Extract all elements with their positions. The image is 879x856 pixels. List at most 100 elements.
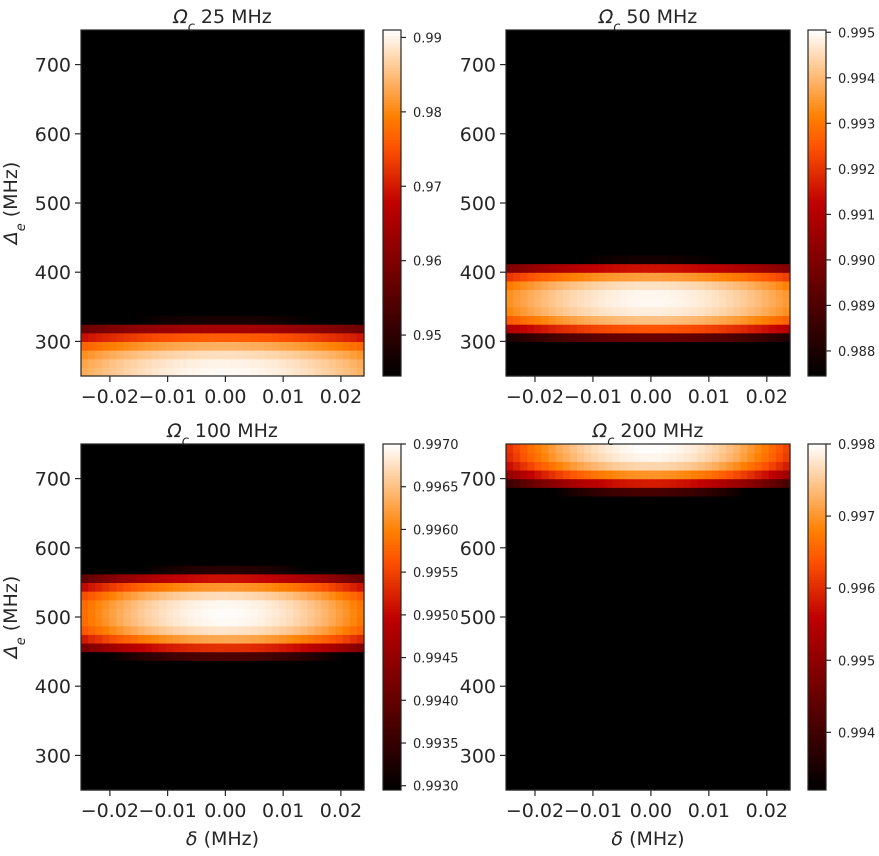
heatmap-cell [619, 151, 628, 161]
heatmap-cell [187, 608, 195, 618]
heatmap-cell [307, 194, 316, 204]
heatmap-cell [513, 324, 521, 334]
heatmap-cell [88, 642, 96, 653]
heatmap-cell [158, 530, 167, 540]
heatmap-cell [194, 30, 202, 40]
heatmap-cell [264, 133, 273, 144]
heatmap-cell [626, 125, 635, 135]
heatmap-cell [279, 341, 287, 351]
heatmap-cell [81, 642, 89, 653]
heatmap-cell [88, 738, 96, 748]
heatmap-cell [768, 168, 777, 178]
heatmap-cell [172, 151, 181, 161]
heatmap-cell [243, 729, 252, 739]
heatmap-cell [321, 746, 330, 756]
heatmap-cell [81, 168, 89, 178]
heatmap-cell [109, 358, 117, 368]
heatmap-cell [130, 185, 139, 195]
heatmap-cell [144, 246, 153, 256]
heatmap-cell [349, 81, 358, 92]
heatmap-cell [165, 617, 174, 627]
heatmap-cell [591, 185, 599, 195]
heatmap-cell [690, 142, 699, 152]
x-tick-label: −0.02 [81, 386, 139, 408]
heatmap-cell [158, 280, 167, 291]
heatmap-cell [605, 99, 614, 109]
heatmap-cell [187, 306, 195, 317]
heatmap-cell [555, 246, 564, 256]
heatmap-cell [584, 332, 592, 342]
heatmap-cell [180, 686, 188, 696]
heatmap-cell [236, 142, 245, 152]
colorbar-segment [383, 272, 401, 276]
heatmap-cell [619, 254, 628, 265]
heatmap-cell [704, 90, 713, 100]
heatmap-cell [321, 73, 330, 83]
heatmap-cell [626, 220, 635, 230]
heatmap-cell [747, 315, 756, 325]
heatmap-cell [187, 64, 195, 74]
heatmap-cell [201, 617, 209, 627]
heatmap-cell [272, 539, 280, 549]
colorbar-segment [383, 289, 401, 293]
heatmap-cell [726, 194, 734, 204]
heatmap-cell [726, 81, 734, 92]
heatmap-cell [95, 746, 103, 756]
heatmap-cell [349, 142, 358, 152]
heatmap-cell [655, 350, 663, 360]
heatmap-cell [187, 203, 195, 213]
heatmap-cell [293, 504, 301, 514]
heatmap-cell [158, 495, 167, 506]
heatmap-cell [733, 30, 741, 40]
heatmap-cell [342, 324, 351, 334]
colorbar-segment [383, 81, 401, 86]
heatmap-cell [264, 565, 273, 575]
heatmap-cell [222, 513, 231, 523]
heatmap-cell [768, 81, 777, 92]
heatmap-cell [194, 746, 202, 756]
heatmap-cell [605, 30, 614, 40]
heatmap-cell [719, 324, 727, 334]
heatmap-cell [158, 177, 167, 187]
heatmap-cell [109, 211, 117, 221]
heatmap-cell [648, 315, 656, 325]
heatmap-cell [569, 38, 578, 48]
heatmap-cell [180, 556, 188, 566]
heatmap-cell [243, 642, 252, 653]
heatmap-cell [243, 582, 252, 592]
heatmap-cell [300, 142, 308, 152]
heatmap-cell [81, 254, 89, 265]
heatmap-cell [697, 142, 706, 152]
heatmap-cell [619, 185, 628, 195]
heatmap-cell [775, 159, 784, 169]
heatmap-cell [669, 125, 677, 135]
heatmap-cell [356, 90, 365, 100]
heatmap-cell [541, 324, 550, 334]
heatmap-cell [548, 194, 557, 204]
heatmap-cell [349, 729, 358, 739]
heatmap-cell [300, 73, 308, 83]
heatmap-cell [243, 599, 252, 609]
heatmap-cell [264, 254, 273, 265]
heatmap-cell [116, 116, 125, 126]
heatmap-cell [633, 246, 642, 256]
heatmap-cell [506, 125, 514, 135]
heatmap-cell [201, 660, 209, 670]
heatmap-cell [534, 90, 543, 100]
heatmap-cell [208, 599, 217, 609]
heatmap-cell [669, 298, 677, 308]
heatmap-cell [342, 133, 351, 144]
heatmap-cell [187, 599, 195, 609]
heatmap-cell [81, 133, 89, 144]
heatmap-cell [272, 332, 280, 342]
heatmap-cell [782, 298, 791, 308]
heatmap-cell [137, 272, 146, 282]
heatmap-cell [541, 246, 550, 256]
heatmap-cell [151, 237, 160, 247]
heatmap-cell [243, 478, 252, 488]
heatmap-cell [342, 151, 351, 161]
heatmap-cell [81, 539, 89, 549]
heatmap-cell [158, 781, 167, 791]
heatmap-cell [172, 547, 181, 558]
heatmap-cell [754, 90, 763, 100]
